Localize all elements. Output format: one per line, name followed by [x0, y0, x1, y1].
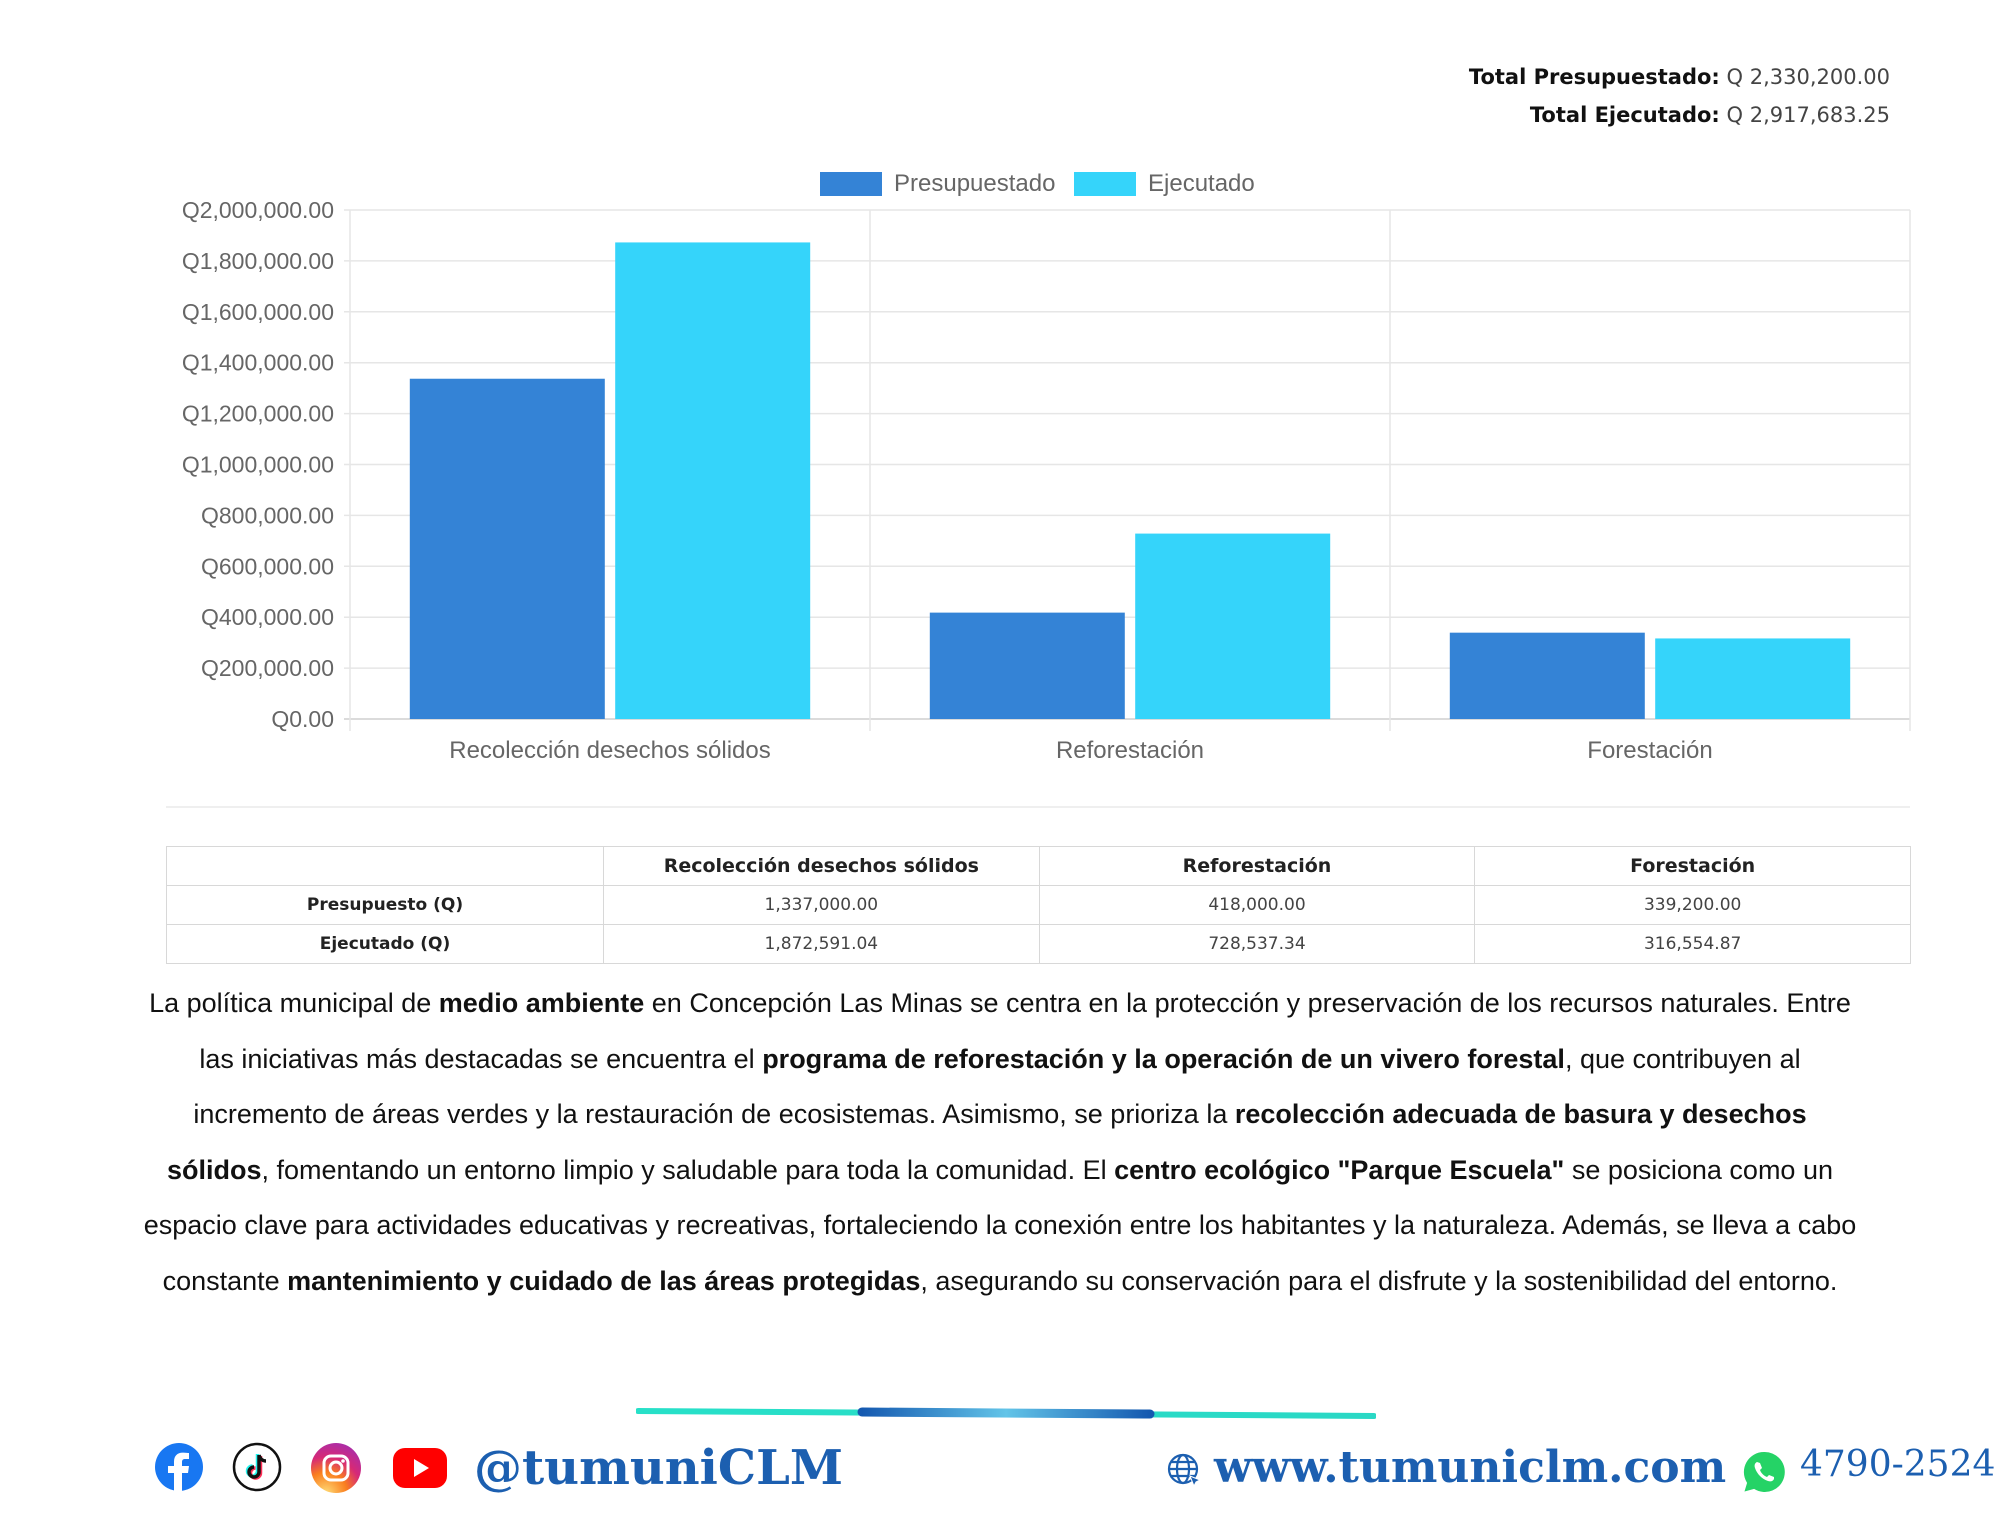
bar	[929, 612, 1125, 719]
total-presupuestado: Total Presupuestado: Q 2,330,200.00	[1469, 58, 1890, 96]
table-header-row: Recolección desechos sólidos Reforestaci…	[166, 846, 1911, 886]
x-tick-label: Recolección desechos sólidos	[449, 737, 771, 764]
bar	[409, 378, 605, 719]
y-tick-label: Q1,400,000.00	[182, 350, 334, 376]
social-handle[interactable]: @tumuniCLM	[474, 1440, 843, 1496]
youtube-icon[interactable]	[392, 1446, 448, 1490]
para-bold: mantenimiento y cuidado de las áreas pro…	[287, 1265, 921, 1296]
para-bold: centro ecológico "Parque Escuela"	[1114, 1154, 1565, 1185]
y-tick-label: Q1,200,000.00	[182, 401, 334, 427]
total-presupuestado-value: Q 2,330,200.00	[1726, 65, 1890, 89]
table-cell: 316,554.87	[1474, 924, 1911, 964]
table-cell: 1,337,000.00	[603, 885, 1040, 925]
para-text: en Concepción Las Minas se centra en la …	[199, 988, 1851, 1074]
table-cell: 418,000.00	[1038, 885, 1476, 925]
table-row: Presupuesto (Q) 1,337,000.00 418,000.00 …	[166, 885, 1911, 925]
total-ejecutado-label: Total Ejecutado:	[1529, 103, 1720, 127]
table-header-cell: Reforestación	[1038, 846, 1476, 886]
x-tick-label: Forestación	[1587, 737, 1712, 764]
para-text: La política municipal de	[149, 988, 439, 1018]
row-label: Presupuesto (Q)	[166, 885, 604, 925]
total-ejecutado: Total Ejecutado: Q 2,917,683.25	[1469, 96, 1890, 134]
x-tick-label: Reforestación	[1056, 737, 1204, 764]
footer: @tumuniCLM www.tumuniclm.com 4790-2524	[0, 1430, 2000, 1510]
totals-block: Total Presupuestado: Q 2,330,200.00 Tota…	[1469, 58, 1890, 134]
y-tick-label: Q0.00	[271, 706, 334, 732]
budget-bar-chart: Q0.00 Q200,000.00 Q400,000.00 Q600,000.00 Q8…	[182, 170, 1911, 764]
bar	[615, 242, 811, 719]
legend-label: Ejecutado	[1148, 170, 1255, 197]
para-text: , que contribuyen al incremento de áreas…	[193, 1043, 1801, 1130]
phone-number[interactable]: 4790-2524	[1800, 1444, 1996, 1485]
instagram-icon[interactable]	[310, 1442, 362, 1494]
table-header-cell: Recolección desechos sólidos	[603, 846, 1040, 886]
y-tick-label: Q600,000.00	[201, 553, 334, 579]
y-tick-label: Q1,600,000.00	[182, 299, 334, 325]
para-text: se posiciona como un espacio clave para …	[143, 1154, 1857, 1296]
decorative-divider	[636, 1407, 1376, 1419]
legend-swatch	[820, 172, 882, 196]
total-ejecutado-value: Q 2,917,683.25	[1726, 103, 1890, 127]
bar	[1655, 638, 1851, 719]
whatsapp-icon	[1741, 1449, 1787, 1495]
bar	[1135, 533, 1331, 719]
y-tick-label: Q1,800,000.00	[182, 248, 334, 274]
policy-paragraph: La política municipal de medio ambiente …	[140, 976, 1860, 1309]
legend-swatch	[1074, 172, 1136, 196]
y-tick-label: Q200,000.00	[201, 655, 334, 681]
table-header-cell	[166, 846, 604, 886]
table-cell: 728,537.34	[1038, 924, 1476, 964]
bar	[1449, 632, 1645, 719]
total-presupuestado-label: Total Presupuestado:	[1468, 65, 1720, 89]
facebook-icon[interactable]	[154, 1442, 204, 1492]
legend-label: Presupuestado	[894, 170, 1055, 197]
tiktok-icon[interactable]	[232, 1442, 282, 1492]
globe-icon	[1167, 1453, 1202, 1488]
divider	[166, 806, 1910, 808]
website-link[interactable]: www.tumuniclm.com	[1214, 1442, 1727, 1493]
table-cell: 1,872,591.04	[603, 924, 1040, 964]
para-bold: programa de reforestación y la operación…	[762, 1043, 1565, 1074]
table-cell: 339,200.00	[1474, 885, 1911, 925]
para-text: , asegurando su conservación para el dis…	[920, 1265, 1838, 1296]
para-text: , fomentando un entorno limpio y saludab…	[261, 1154, 1115, 1185]
table-row: Ejecutado (Q) 1,872,591.04 728,537.34 31…	[166, 924, 1911, 964]
y-tick-label: Q800,000.00	[201, 502, 334, 528]
budget-table: Recolección desechos sólidos Reforestaci…	[166, 846, 1911, 964]
y-tick-label: Q2,000,000.00	[182, 197, 334, 223]
para-bold: medio ambiente	[438, 988, 645, 1018]
table-header-cell: Forestación	[1474, 846, 1911, 886]
para-bold: recolección adecuada de basura y desecho…	[167, 1099, 1807, 1185]
y-tick-label: Q400,000.00	[201, 604, 334, 630]
row-label: Ejecutado (Q)	[166, 924, 604, 964]
y-tick-label: Q1,000,000.00	[182, 452, 334, 478]
